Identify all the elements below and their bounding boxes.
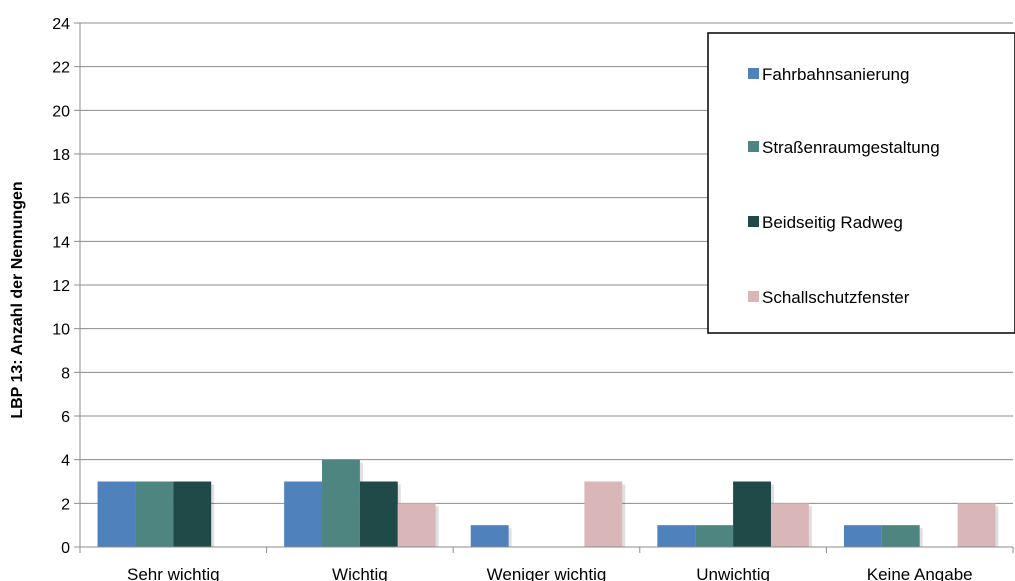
y-tick-label: 22	[52, 60, 70, 77]
bar	[733, 481, 771, 547]
legend-label: Fahrbahnsanierung	[762, 65, 909, 84]
y-tick-label: 10	[52, 322, 70, 339]
x-category-label: Unwichtig	[696, 565, 770, 581]
bar	[657, 525, 696, 547]
bar	[584, 481, 623, 547]
y-tick-label: 18	[52, 147, 70, 164]
y-tick-label: 0	[61, 540, 70, 557]
legend-label: Beidseitig Radweg	[762, 213, 903, 232]
legend: Fahrbahnsanierung Straßenraumgestaltung Be…	[707, 32, 1015, 334]
bar	[843, 525, 882, 547]
legend-label: Schallschutzfenster	[762, 288, 910, 307]
y-tick-label: 4	[61, 453, 70, 470]
bar	[695, 525, 734, 547]
bar	[470, 525, 509, 547]
x-category-label: Sehr wichtig	[127, 565, 220, 581]
bar	[284, 481, 323, 547]
legend-box	[707, 32, 1015, 334]
legend-label: Straßenraumgestaltung	[762, 138, 940, 157]
y-tick-label: 20	[52, 103, 70, 120]
bar	[173, 481, 212, 547]
y-tick-label: 24	[52, 16, 70, 33]
x-category-label: Wichtig	[332, 565, 388, 581]
bar	[397, 503, 436, 547]
x-axis-categories: Sehr wichtig Wichtig Weniger wichtig Unwich…	[79, 547, 1014, 581]
y-tick-label: 8	[61, 365, 70, 382]
y-tick-label: 16	[52, 191, 70, 208]
y-axis-label: LBP 13: Anzahl der Nennungen	[9, 181, 26, 418]
bar	[881, 525, 920, 547]
legend-swatch	[748, 291, 759, 302]
y-tick-label: 6	[61, 409, 70, 426]
y-tick-label: 14	[52, 234, 70, 251]
bar	[770, 503, 809, 547]
bar	[322, 459, 360, 547]
bars	[97, 459, 999, 547]
legend-swatch	[748, 141, 759, 152]
bar	[957, 503, 996, 547]
x-category-label: Weniger wichtig	[487, 565, 607, 581]
y-tick-label: 2	[61, 496, 70, 513]
bar	[359, 481, 398, 547]
bar	[97, 481, 136, 547]
legend-swatch	[748, 68, 759, 79]
bar	[135, 481, 174, 547]
x-category-label: Keine Angabe	[867, 565, 973, 581]
axes	[79, 23, 1013, 548]
y-tick-label: 12	[52, 278, 70, 295]
legend-swatch	[748, 216, 759, 227]
